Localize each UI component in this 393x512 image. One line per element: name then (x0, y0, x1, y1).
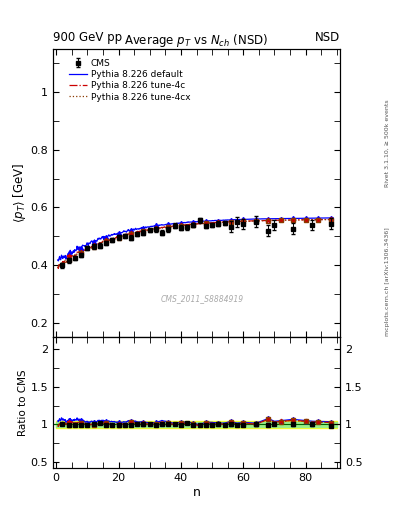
Pythia 8.226 tune-4c (260, 218, 264, 224)
Text: NSD: NSD (315, 31, 340, 44)
Pythia 8.226 tune-4cx (55, 263, 60, 269)
Text: Rivet 3.1.10, ≥ 500k events: Rivet 3.1.10, ≥ 500k events (385, 99, 389, 187)
Pythia 8.226 tune-4cx (331, 217, 336, 223)
Pythia 8.226 default (331, 215, 335, 221)
Pythia 8.226 tune-4cx (260, 218, 264, 224)
Y-axis label: Ratio to CMS: Ratio to CMS (18, 370, 28, 436)
Text: mcplots.cern.ch [arXiv:1306.3436]: mcplots.cern.ch [arXiv:1306.3436] (385, 227, 389, 336)
Pythia 8.226 default (55, 257, 60, 263)
Pythia 8.226 tune-4c (331, 217, 336, 223)
Pythia 8.226 default (56, 258, 61, 264)
Pythia 8.226 tune-4cx (97, 242, 101, 248)
Pythia 8.226 default (97, 236, 101, 242)
Pythia 8.226 default (141, 224, 146, 230)
Text: CMS_2011_S8884919: CMS_2011_S8884919 (161, 294, 244, 303)
Pythia 8.226 default (260, 216, 264, 222)
Pythia 8.226 tune-4c (97, 241, 101, 247)
Text: 900 GeV pp: 900 GeV pp (53, 31, 122, 44)
Pythia 8.226 default (263, 216, 268, 222)
Pythia 8.226 tune-4cx (63, 257, 68, 263)
Pythia 8.226 tune-4c (63, 259, 68, 265)
Pythia 8.226 tune-4c (55, 264, 60, 270)
Pythia 8.226 tune-4cx (56, 264, 61, 270)
Pythia 8.226 tune-4c (141, 228, 146, 234)
Y-axis label: $\langle p_T \rangle$ [GeV]: $\langle p_T \rangle$ [GeV] (11, 163, 28, 223)
Pythia 8.226 tune-4c (56, 265, 61, 271)
Pythia 8.226 tune-4c (298, 217, 303, 223)
Pythia 8.226 default (331, 215, 336, 221)
Pythia 8.226 tune-4cx (263, 218, 268, 224)
Pythia 8.226 default (63, 252, 68, 259)
Line: Pythia 8.226 tune-4c: Pythia 8.226 tune-4c (58, 220, 333, 268)
X-axis label: n: n (193, 486, 200, 499)
Line: Pythia 8.226 default: Pythia 8.226 default (58, 218, 333, 261)
Line: Pythia 8.226 tune-4cx: Pythia 8.226 tune-4cx (58, 220, 333, 267)
Title: Average $p_T$ vs $N_{ch}$ (NSD): Average $p_T$ vs $N_{ch}$ (NSD) (125, 32, 268, 49)
Pythia 8.226 default (298, 215, 303, 221)
Pythia 8.226 tune-4c (263, 218, 268, 224)
Pythia 8.226 tune-4cx (298, 217, 303, 223)
Pythia 8.226 tune-4cx (141, 228, 146, 234)
Legend: CMS, Pythia 8.226 default, Pythia 8.226 tune-4c, Pythia 8.226 tune-4cx: CMS, Pythia 8.226 default, Pythia 8.226 … (66, 56, 193, 104)
